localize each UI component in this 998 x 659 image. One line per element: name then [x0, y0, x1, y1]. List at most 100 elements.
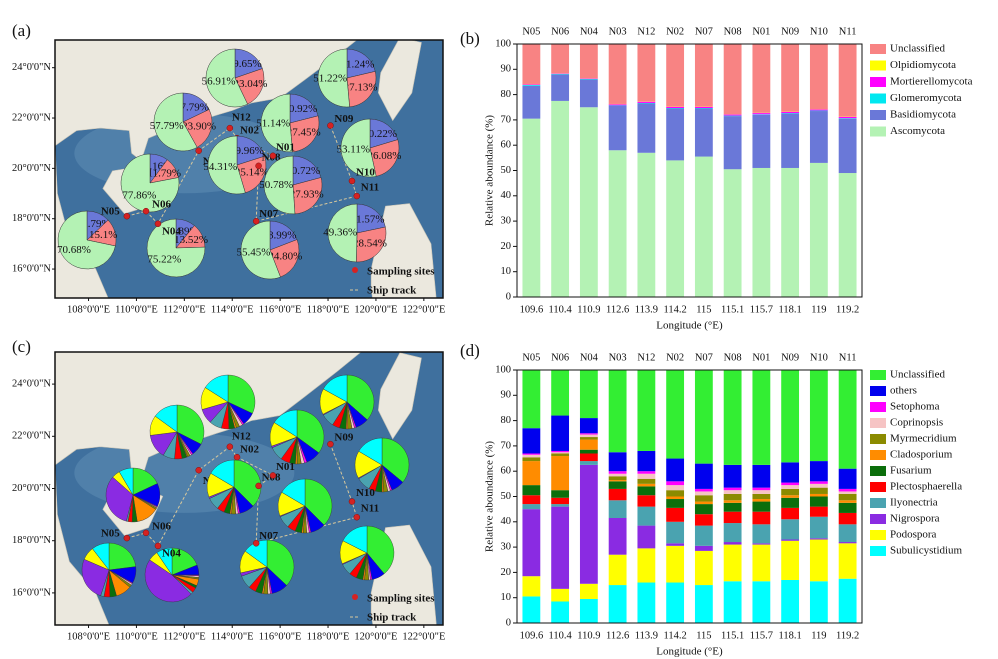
- bar-segment: [694, 550, 713, 586]
- bar-segment: [579, 583, 598, 599]
- y-tick-label: 70: [501, 440, 512, 451]
- y-tick-label: 80: [501, 89, 512, 100]
- bar-segment: [838, 493, 857, 501]
- pie-label: 13.52%: [174, 234, 208, 246]
- pie-slice: [381, 437, 410, 483]
- pie-label: 23.04%: [234, 78, 268, 90]
- pie-label: 21.24%: [340, 58, 374, 70]
- bar-segment: [522, 118, 541, 297]
- sampling-site: [226, 443, 234, 450]
- x-tick-label: 115.7: [750, 630, 773, 641]
- sampling-site: [252, 217, 260, 225]
- panel-label: (d): [460, 341, 480, 360]
- bar-segment: [666, 160, 685, 297]
- bar-segment: [608, 473, 627, 477]
- pie-label: 50.78%: [259, 179, 293, 191]
- bar-segment: [723, 169, 742, 297]
- bar-segment: [809, 538, 828, 540]
- legend-text: Nigrospora: [890, 513, 940, 525]
- site-label: N06: [551, 26, 569, 37]
- pie-label: 51.22%: [313, 72, 347, 84]
- pie-label: 26.08%: [368, 150, 402, 162]
- bar-segment: [522, 453, 541, 455]
- bar-segment: [781, 167, 800, 297]
- pie-slice: [369, 139, 400, 177]
- pie-slice: [346, 374, 375, 421]
- bar-segment: [551, 450, 570, 453]
- bar-segment: [752, 544, 771, 582]
- bar-segment: [637, 102, 656, 104]
- bar-segment: [838, 44, 857, 117]
- site-label: N02: [240, 444, 259, 456]
- y-tick-label: 18°0'0"N: [12, 535, 51, 546]
- bar-segment: [723, 370, 742, 465]
- x-tick-label: 115: [696, 304, 711, 315]
- bar-segment: [752, 493, 771, 500]
- bar-segment: [522, 596, 541, 623]
- bar-segment: [637, 450, 656, 472]
- bar-segment: [809, 111, 828, 163]
- legend-text: Ship track: [367, 285, 417, 297]
- site-label: N05: [522, 26, 540, 37]
- bar-segment: [723, 464, 742, 488]
- pie-label: 27.45%: [287, 126, 321, 138]
- bar-segment: [838, 118, 857, 174]
- bar-segment: [522, 485, 541, 496]
- legend-swatch: [870, 546, 886, 556]
- legend-text: Ilyonectria: [890, 497, 938, 509]
- legend-swatch: [870, 77, 886, 87]
- bar-segment: [809, 516, 828, 539]
- pie-label: 17.79%: [175, 101, 209, 113]
- x-tick-label: 116°0'0"E: [259, 631, 302, 642]
- land: [378, 40, 422, 122]
- bar-segment: [752, 511, 771, 525]
- bar-segment: [637, 506, 656, 526]
- map-frame: [54, 39, 444, 299]
- x-tick-label: 112°0'0"E: [163, 304, 206, 315]
- bar-segment: [666, 499, 685, 508]
- bar-segment: [637, 101, 656, 103]
- legend-text: Basidiomycota: [890, 109, 956, 121]
- sampling-site: [252, 540, 260, 547]
- sampling-site: [123, 534, 131, 542]
- bar-segment: [694, 495, 713, 502]
- pie-label: 20.72%: [286, 165, 320, 177]
- x-tick-label: 110°0'0"E: [115, 631, 158, 642]
- legend-swatch: [870, 370, 886, 380]
- x-tick-label: 109.6: [520, 304, 544, 315]
- pie-slice: [323, 374, 348, 403]
- bar-segment: [781, 485, 800, 489]
- site-label: N04: [580, 26, 599, 37]
- legend-text: Subulicystidium: [890, 545, 963, 557]
- bar-segment: [838, 578, 857, 623]
- site-label: N04: [162, 225, 181, 237]
- pie-label: 27.93%: [290, 188, 324, 200]
- x-tick-label: 115: [696, 630, 711, 641]
- y-tick-label: 16°0'0"N: [12, 587, 51, 598]
- bar-segment: [752, 114, 771, 115]
- pie-slice: [366, 525, 395, 575]
- bar-segment: [579, 598, 598, 623]
- pie-label: 55.45%: [237, 247, 271, 259]
- bar-segment: [838, 542, 857, 544]
- bar-segment: [666, 481, 685, 486]
- x-tick-label: 114.2: [664, 630, 687, 641]
- bar-segment: [781, 462, 800, 483]
- site-label: N11: [361, 182, 379, 194]
- x-tick-label: 120°0'0"E: [354, 631, 397, 642]
- pie-slice: [289, 115, 320, 153]
- bar-segment: [637, 471, 656, 474]
- bar-segment: [723, 511, 742, 524]
- bar-segment: [694, 491, 713, 496]
- legend-text: others: [890, 385, 917, 397]
- pie-slice: [233, 459, 262, 507]
- site-label: N09: [781, 26, 799, 37]
- x-tick-label: 108°0'0"E: [67, 304, 110, 315]
- bar-segment: [666, 458, 685, 482]
- pie-slice: [205, 48, 248, 108]
- bar-segment: [666, 490, 685, 497]
- y-tick-label: 20°0'0"N: [12, 163, 51, 174]
- bar-segment: [551, 506, 570, 589]
- sampling-site: [269, 152, 277, 160]
